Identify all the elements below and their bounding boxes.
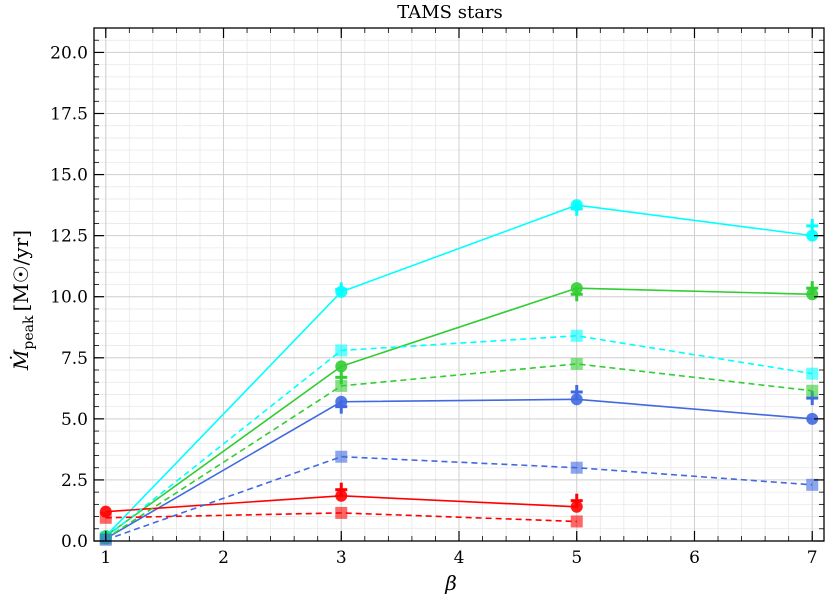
- data-point: [806, 412, 819, 425]
- y-tick-label: 2.5: [61, 471, 88, 491]
- data-point-square: [806, 478, 819, 491]
- series-line-6: [105, 455, 813, 541]
- data-point-square: [335, 506, 348, 519]
- data-point-square: [99, 511, 112, 524]
- series-line-2: [105, 398, 813, 540]
- data-point-square: [806, 384, 819, 397]
- x-tick-label: 4: [454, 548, 465, 568]
- data-point: [806, 229, 819, 242]
- x-tick-label: 6: [689, 548, 700, 568]
- y-tick-label: 20.0: [50, 43, 88, 63]
- chart-title: TAMS stars: [397, 2, 503, 23]
- series-line-4: [105, 334, 813, 538]
- grid: [94, 27, 824, 542]
- data-point: [570, 393, 583, 406]
- x-axis-label: β: [444, 571, 457, 595]
- y-axis-label: Ṁpeak [M☉/yr]: [9, 230, 37, 371]
- axes: 1 2 3 4 5 6 7 0.0 2.5 5.0 7.5 10.0 12.5 15.0 17.5 20.0: [50, 27, 825, 568]
- y-tick-label: 5.0: [61, 410, 88, 430]
- data-point-square: [806, 367, 819, 380]
- y-axis-label-main: Ṁ: [9, 349, 33, 371]
- series-line-1: [105, 287, 813, 537]
- series-line-5: [105, 363, 813, 540]
- data-point-square: [570, 329, 583, 342]
- series-line-0: [105, 204, 813, 537]
- y-tick-label: 10.0: [50, 288, 88, 308]
- data-point-square: [335, 450, 348, 463]
- y-axis-label-sub: peak: [21, 315, 37, 350]
- x-tick-label: 1: [100, 548, 111, 568]
- svg-text:Ṁpeak[M☉/yr]: Ṁpeak [M☉/yr]: [9, 230, 37, 371]
- data-point-square: [335, 379, 348, 392]
- data-point-square: [335, 344, 348, 357]
- y-tick-label: 15.0: [50, 166, 88, 186]
- x-tick-label: 7: [807, 548, 818, 568]
- y-tick-label: 17.5: [50, 105, 88, 125]
- x-tick-label: 5: [571, 548, 582, 568]
- y-axis-label-unit: [M☉/yr]: [9, 230, 33, 312]
- data-point-square: [570, 461, 583, 474]
- y-tick-label: 0.0: [61, 532, 88, 552]
- y-tick-label: 12.5: [50, 227, 88, 247]
- data-point: [335, 360, 348, 373]
- data-point-square: [570, 515, 583, 528]
- y-tick-label: 7.5: [61, 349, 88, 369]
- x-tick-label: 2: [218, 548, 229, 568]
- x-tick-label: 3: [336, 548, 347, 568]
- data-point-square: [570, 357, 583, 370]
